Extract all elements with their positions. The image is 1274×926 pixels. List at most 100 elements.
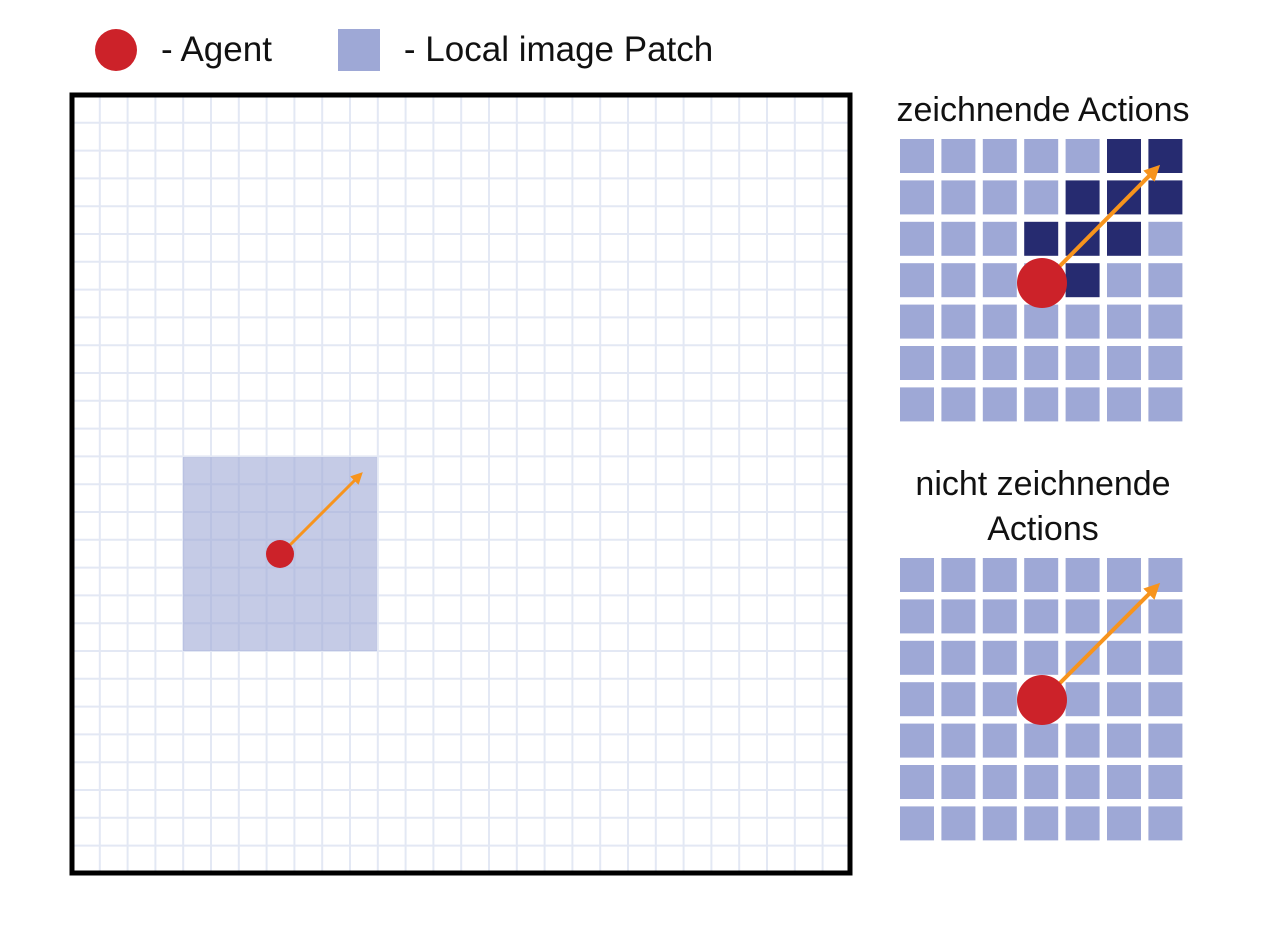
patch-pixel-cell [1107, 263, 1141, 298]
nondrawing-action-arrow [1041, 582, 1161, 702]
image-canvas-grid [72, 95, 850, 873]
patch-pixel-cell [900, 723, 934, 758]
drawn-pixel-cell [1107, 180, 1141, 215]
legend-agent-icon [95, 29, 137, 71]
patch-pixel-cell [1065, 765, 1100, 799]
agent-action-arrow [280, 472, 363, 555]
patch-pixel-cell [982, 180, 1017, 215]
drawn-pixel-cell [1107, 221, 1141, 256]
patch-pixel-cell [1065, 682, 1100, 717]
patch-pixel-cell [1148, 723, 1183, 758]
patch-pixel-cell [941, 806, 976, 841]
patch-pixel-cell [1107, 346, 1141, 380]
patch-pixel-cell [900, 599, 934, 634]
legend-patch-label: - Local image Patch [403, 30, 714, 69]
patch-pixel-cell [900, 387, 934, 422]
patch-pixel-cell [1148, 387, 1183, 422]
patch-pixel-cell [1024, 139, 1059, 173]
patch-pixel-cell [982, 346, 1017, 380]
patch-pixel-cell [941, 346, 976, 380]
patch-pixel-cell [900, 682, 934, 717]
patch-pixel-cell [900, 139, 934, 173]
patch-pixel-cell [1148, 346, 1183, 380]
patch-pixel-cell [1107, 765, 1141, 799]
drawn-pixel-cell [1065, 221, 1100, 256]
agent-marker [266, 540, 294, 568]
patch-pixel-cell [1024, 806, 1059, 841]
patch-pixel-cell [900, 765, 934, 799]
patch-pixel-cell [982, 682, 1017, 717]
patch-pixel-cell [1065, 723, 1100, 758]
nondrawing-actions-title-line2: Actions [987, 510, 1099, 548]
patch-pixel-cell [900, 263, 934, 298]
patch-pixel-cell [1024, 640, 1059, 675]
patch-pixel-cell [1107, 387, 1141, 422]
patch-pixel-cell [982, 806, 1017, 841]
patch-pixel-cell [1065, 599, 1100, 634]
patch-pixel-cell [900, 640, 934, 675]
drawn-pixel-cell [1148, 180, 1183, 215]
nondrawing-actions-title-line1: nicht zeichnende [915, 465, 1171, 503]
patch-pixel-cell [982, 723, 1017, 758]
patch-pixel-cell [900, 346, 934, 380]
patch-pixel-cell [1148, 304, 1183, 339]
patch-pixel-cell [982, 387, 1017, 422]
patch-pixel-cell [1024, 346, 1059, 380]
patch-pixel-cell [941, 180, 976, 215]
patch-pixel-cell [1107, 558, 1141, 592]
patch-pixel-cell [941, 765, 976, 799]
patch-pixel-cell [982, 139, 1017, 173]
patch-pixel-cell [1065, 806, 1100, 841]
patch-pixel-cell [900, 221, 934, 256]
patch-pixel-cell [1024, 304, 1059, 339]
patch-pixel-cell [1024, 180, 1059, 215]
patch-pixel-cell [900, 558, 934, 592]
nondrawing-actions-grid [900, 558, 1183, 841]
drawn-pixel-cell [1107, 139, 1141, 173]
patch-pixel-cell [941, 221, 976, 256]
patch-pixel-cell [1148, 640, 1183, 675]
patch-pixel-cell [1065, 346, 1100, 380]
patch-pixel-cell [1024, 765, 1059, 799]
patch-pixel-cell [941, 558, 976, 592]
patch-pixel-cell [1148, 599, 1183, 634]
patch-pixel-cell [900, 806, 934, 841]
legend-patch-item: - Local image Patch [337, 29, 714, 71]
image-canvas-frame [69, 92, 853, 876]
patch-pixel-cell [941, 263, 976, 298]
patch-pixel-cell [1065, 304, 1100, 339]
patch-pixel-cell [1107, 640, 1141, 675]
patch-pixel-cell [1148, 765, 1183, 799]
patch-pixel-cell [941, 682, 976, 717]
patch-pixel-cell [1024, 723, 1059, 758]
drawn-pixel-cell [1065, 180, 1100, 215]
patch-pixel-cell [941, 387, 976, 422]
patch-pixel-cell [900, 180, 934, 215]
patch-pixel-cell [1107, 806, 1141, 841]
drawn-pixel-cell [1148, 139, 1183, 173]
patch-pixel-cell [982, 558, 1017, 592]
patch-pixel-cell [1024, 558, 1059, 592]
nondrawing-agent-marker [1017, 675, 1067, 725]
legend-patch-icon [337, 29, 380, 71]
drawing-actions-grid [900, 139, 1183, 422]
patch-pixel-cell [982, 640, 1017, 675]
patch-pixel-cell [982, 221, 1017, 256]
patch-pixel-cell [1148, 682, 1183, 717]
patch-pixel-cell [941, 599, 976, 634]
patch-pixel-cell [1065, 139, 1100, 173]
patch-pixel-cell [982, 765, 1017, 799]
patch-pixel-cell [1148, 806, 1183, 841]
patch-pixel-cell [1107, 682, 1141, 717]
patch-pixel-cell [1148, 221, 1183, 256]
patch-pixel-cell [1065, 387, 1100, 422]
legend: - Agent - Local image Patch [95, 28, 713, 72]
patch-pixel-cell [1148, 263, 1183, 298]
patch-pixel-cell [1107, 304, 1141, 339]
patch-pixel-cell [982, 599, 1017, 634]
patch-pixel-cell [982, 304, 1017, 339]
drawing-agent-marker [1017, 258, 1067, 308]
patch-pixel-cell [982, 263, 1017, 298]
patch-pixel-cell [900, 304, 934, 339]
